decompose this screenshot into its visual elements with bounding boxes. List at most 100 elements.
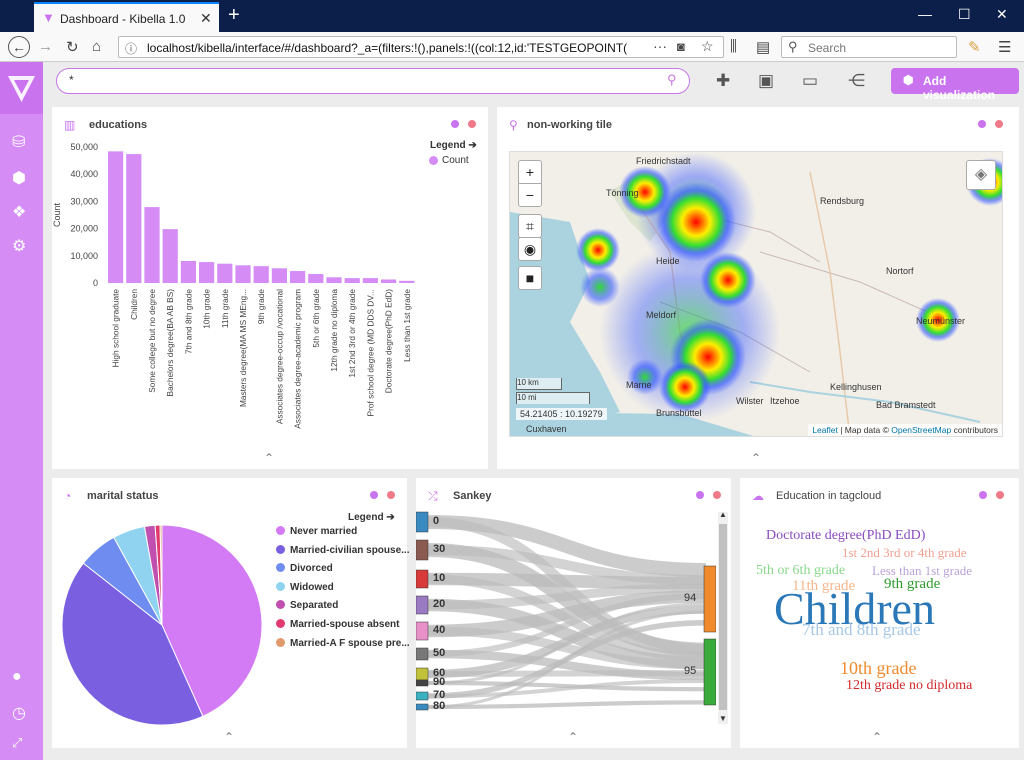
panel-close-dot[interactable]	[996, 491, 1004, 499]
maximize-icon[interactable]: ☐	[958, 6, 971, 22]
sankey-link[interactable]	[427, 680, 707, 692]
panel-menu-dot[interactable]	[979, 491, 987, 499]
eye-icon[interactable]: ◉	[518, 237, 542, 261]
minimize-icon[interactable]: —	[918, 6, 932, 22]
cube-icon[interactable]: ⬢	[12, 170, 26, 187]
bar[interactable]	[108, 151, 124, 283]
pocket-icon[interactable]: ◙	[677, 39, 685, 54]
add-panel-icon[interactable]: ✚	[716, 71, 731, 90]
bar[interactable]	[290, 271, 306, 283]
panel-close-dot[interactable]	[387, 491, 395, 499]
back-icon[interactable]: ←	[8, 36, 30, 58]
forward-icon[interactable]: →	[38, 38, 53, 55]
legend-item[interactable]: Divorced	[276, 563, 333, 574]
home-icon[interactable]: ⌂	[92, 38, 102, 55]
legend-item[interactable]: Married-spouse absent	[276, 619, 399, 630]
extension-icon[interactable]: ✎	[968, 39, 981, 56]
map-canvas[interactable]: Friedrichstadt Tönning Rendsburg Heide N…	[509, 151, 1003, 437]
bar[interactable]	[271, 268, 287, 283]
legend-title[interactable]: Legend ➔	[430, 140, 477, 151]
sankey-source-node[interactable]	[416, 621, 429, 641]
tag-word[interactable]: 9th grade	[884, 576, 941, 592]
osm-link[interactable]: OpenStreetMap	[891, 425, 952, 435]
expand-icon[interactable]: ⤢	[12, 735, 23, 750]
zoom-in-button[interactable]: +	[518, 160, 542, 184]
stop-icon[interactable]: ■	[518, 266, 542, 290]
sankey-target-node[interactable]	[703, 638, 716, 706]
collapse-caret-icon[interactable]: ⌃	[872, 730, 883, 744]
panel-menu-dot[interactable]	[696, 491, 704, 499]
zoom-out-button[interactable]: −	[518, 183, 542, 207]
share-icon[interactable]: ⋲	[848, 71, 865, 90]
legend-item[interactable]: Separated	[276, 600, 338, 611]
settings-gear-icon[interactable]: ⚙	[12, 238, 27, 255]
tag-word[interactable]: 12th grade no diploma	[846, 678, 973, 693]
bookmark-star-icon[interactable]: ☆	[701, 38, 714, 54]
sankey-source-node[interactable]	[416, 569, 429, 589]
bar[interactable]	[326, 277, 342, 283]
bar[interactable]	[344, 278, 360, 283]
tag-word[interactable]: Children	[774, 583, 935, 634]
scrollbar-thumb[interactable]	[719, 524, 727, 710]
new-tab-icon[interactable]: +	[228, 4, 240, 26]
sankey-link[interactable]	[427, 679, 707, 698]
sankey-source-node[interactable]	[416, 539, 429, 561]
sankey-source-node[interactable]	[416, 703, 429, 711]
sankey-link[interactable]	[427, 583, 707, 610]
crop-icon[interactable]: ⌗	[518, 214, 542, 238]
bar[interactable]	[180, 260, 196, 283]
bar[interactable]	[162, 229, 178, 283]
legend-item[interactable]: Married-A F spouse pre...	[276, 637, 410, 649]
search-icon[interactable]: ⚲	[667, 72, 677, 87]
sankey-source-node[interactable]	[416, 511, 429, 533]
bar[interactable]	[253, 266, 269, 283]
scroll-down-icon[interactable]: ▼	[719, 714, 727, 723]
library-icon[interactable]: ⫼	[730, 38, 737, 55]
collapse-caret-icon[interactable]: ⌃	[224, 730, 235, 744]
sankey-source-node[interactable]	[416, 679, 429, 687]
sankey-link[interactable]	[427, 670, 707, 677]
clock-icon[interactable]: ◷	[12, 705, 26, 722]
sankey-source-node[interactable]	[416, 647, 429, 661]
tag-word[interactable]: 11th grade	[792, 578, 856, 594]
bar[interactable]	[381, 279, 397, 283]
panel-menu-dot[interactable]	[451, 120, 459, 128]
bar[interactable]	[217, 263, 233, 283]
url-bar[interactable]: ⓘ localhost/kibella/interface/#/dashboar…	[118, 36, 724, 58]
legend-title[interactable]: Legend ➔	[348, 512, 395, 523]
sankey-target-node[interactable]	[703, 565, 716, 633]
collapse-caret-icon[interactable]: ⌃	[568, 730, 579, 744]
bar[interactable]	[144, 207, 160, 283]
scroll-up-icon[interactable]: ▲	[719, 510, 727, 519]
collapse-caret-icon[interactable]: ⌃	[751, 451, 762, 465]
page-actions-icon[interactable]: ···	[653, 38, 667, 54]
bar[interactable]	[235, 265, 251, 283]
sankey-link[interactable]	[427, 602, 707, 685]
tag-word[interactable]: Doctorate degree(PhD EdD)	[766, 528, 926, 543]
sankey-source-node[interactable]	[416, 691, 429, 701]
sankey-link[interactable]	[427, 593, 707, 657]
close-tab-icon[interactable]: ✕	[200, 10, 212, 26]
menu-icon[interactable]: ☰	[998, 39, 1012, 56]
legend-item[interactable]: Never married	[276, 526, 357, 537]
cubes-icon[interactable]: ❖	[12, 204, 27, 221]
layers-icon[interactable]: ◈	[966, 160, 996, 190]
database-icon[interactable]: ⛁	[12, 134, 26, 151]
bar[interactable]	[399, 280, 415, 283]
close-window-icon[interactable]: ✕	[996, 6, 1008, 22]
browser-tab[interactable]: ▼ Dashboard - Kibella 1.0 ✕	[34, 2, 219, 32]
scrollbar[interactable]: ▲ ▼	[718, 510, 728, 724]
panel-close-dot[interactable]	[713, 491, 721, 499]
panel-close-dot[interactable]	[995, 120, 1003, 128]
pie-slice[interactable]	[61, 562, 204, 726]
sankey-link[interactable]	[427, 626, 707, 670]
tag-word[interactable]: 7th and 8th grade	[802, 620, 921, 639]
tag-word[interactable]: 1st 2nd 3rd or 4th grade	[842, 545, 967, 560]
open-folder-icon[interactable]: ▭	[802, 71, 819, 90]
collapse-caret-icon[interactable]: ⌃	[264, 451, 275, 465]
legend-item[interactable]: Widowed	[276, 581, 334, 593]
bar[interactable]	[199, 262, 215, 283]
add-visualization-button[interactable]: ⬢ Add visualization	[891, 68, 1019, 102]
bar[interactable]	[308, 274, 324, 283]
search-box[interactable]: ⚲ Search	[781, 36, 957, 58]
